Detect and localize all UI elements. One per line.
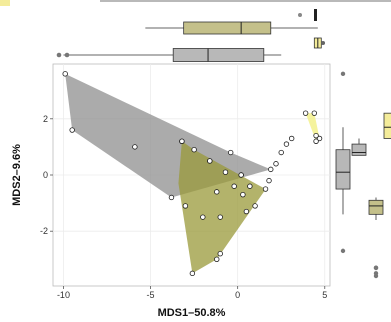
y-tick-label: -2: [40, 226, 48, 236]
boxplot-olive: [368, 199, 384, 215]
point: [266, 177, 272, 184]
point-gray: [191, 147, 197, 153]
point-gray: [247, 183, 253, 189]
point-gray: [132, 144, 138, 150]
axis-ticks: -10 -5 0 5 -2 0 2: [40, 114, 327, 300]
outlier-mark: [314, 9, 317, 21]
point-olive: [217, 214, 223, 220]
point-olive: [217, 250, 223, 257]
point-olive: [200, 214, 206, 220]
point-yellow: [313, 132, 319, 139]
point-olive: [231, 183, 237, 189]
point-gray: [222, 169, 229, 175]
point: [283, 141, 290, 147]
data-points: [62, 71, 323, 277]
point-olive: [262, 186, 269, 192]
outlier-olive: [373, 273, 379, 279]
point-yellow: [313, 138, 319, 144]
point-yellow: [311, 110, 318, 116]
point-olive: [252, 203, 258, 209]
y-tick-label: 2: [43, 114, 48, 124]
point-olive: [214, 189, 220, 195]
point-gray: [168, 194, 175, 201]
outlier-gray: [64, 52, 70, 58]
outlier-olive: [373, 265, 379, 271]
hull-olive: [178, 141, 266, 274]
x-axis-title: MDS1–50.8%: [158, 307, 226, 319]
x-tick-label: 5: [322, 290, 327, 300]
point-gray: [62, 71, 68, 77]
point-olive: [243, 208, 250, 215]
point-yellow: [316, 135, 323, 142]
x-tick-label: -10: [57, 290, 70, 300]
x-tick-label: -5: [147, 290, 155, 300]
point-olive: [189, 270, 196, 277]
point-olive: [214, 256, 220, 263]
point-gray: [227, 149, 234, 156]
point-olive: [240, 191, 246, 198]
outlier-gray: [298, 13, 302, 17]
boxplot-yellow: [383, 112, 391, 139]
boxplot-olive: [183, 21, 272, 35]
y-tick-label: 0: [43, 170, 48, 180]
point: [278, 149, 284, 156]
point: [288, 135, 295, 142]
point-olive: [238, 172, 244, 178]
point-gray: [268, 166, 274, 173]
outlier-yellow: [321, 41, 326, 45]
x-tick-label: 0: [235, 290, 240, 300]
boxplot-gray: [172, 48, 265, 62]
point-olive: [207, 158, 213, 164]
outlier-gray: [340, 71, 346, 77]
outlier-gray: [56, 52, 62, 58]
point-olive: [179, 138, 185, 144]
boxplot-gray: [335, 149, 351, 190]
boxplot-gray: [351, 143, 367, 156]
outlier-gray: [340, 248, 346, 254]
point-olive: [182, 203, 189, 209]
point-yellow: [302, 110, 309, 116]
point-gray: [69, 127, 75, 133]
legend-swatch-yellow: [0, 0, 10, 6]
marginal-y-boxplot-panel: [335, 71, 391, 279]
y-axis-title: MDS2–9.6%: [11, 144, 23, 206]
point: [273, 161, 279, 167]
marginal-x-boxplot-panel: [0, 0, 391, 62]
